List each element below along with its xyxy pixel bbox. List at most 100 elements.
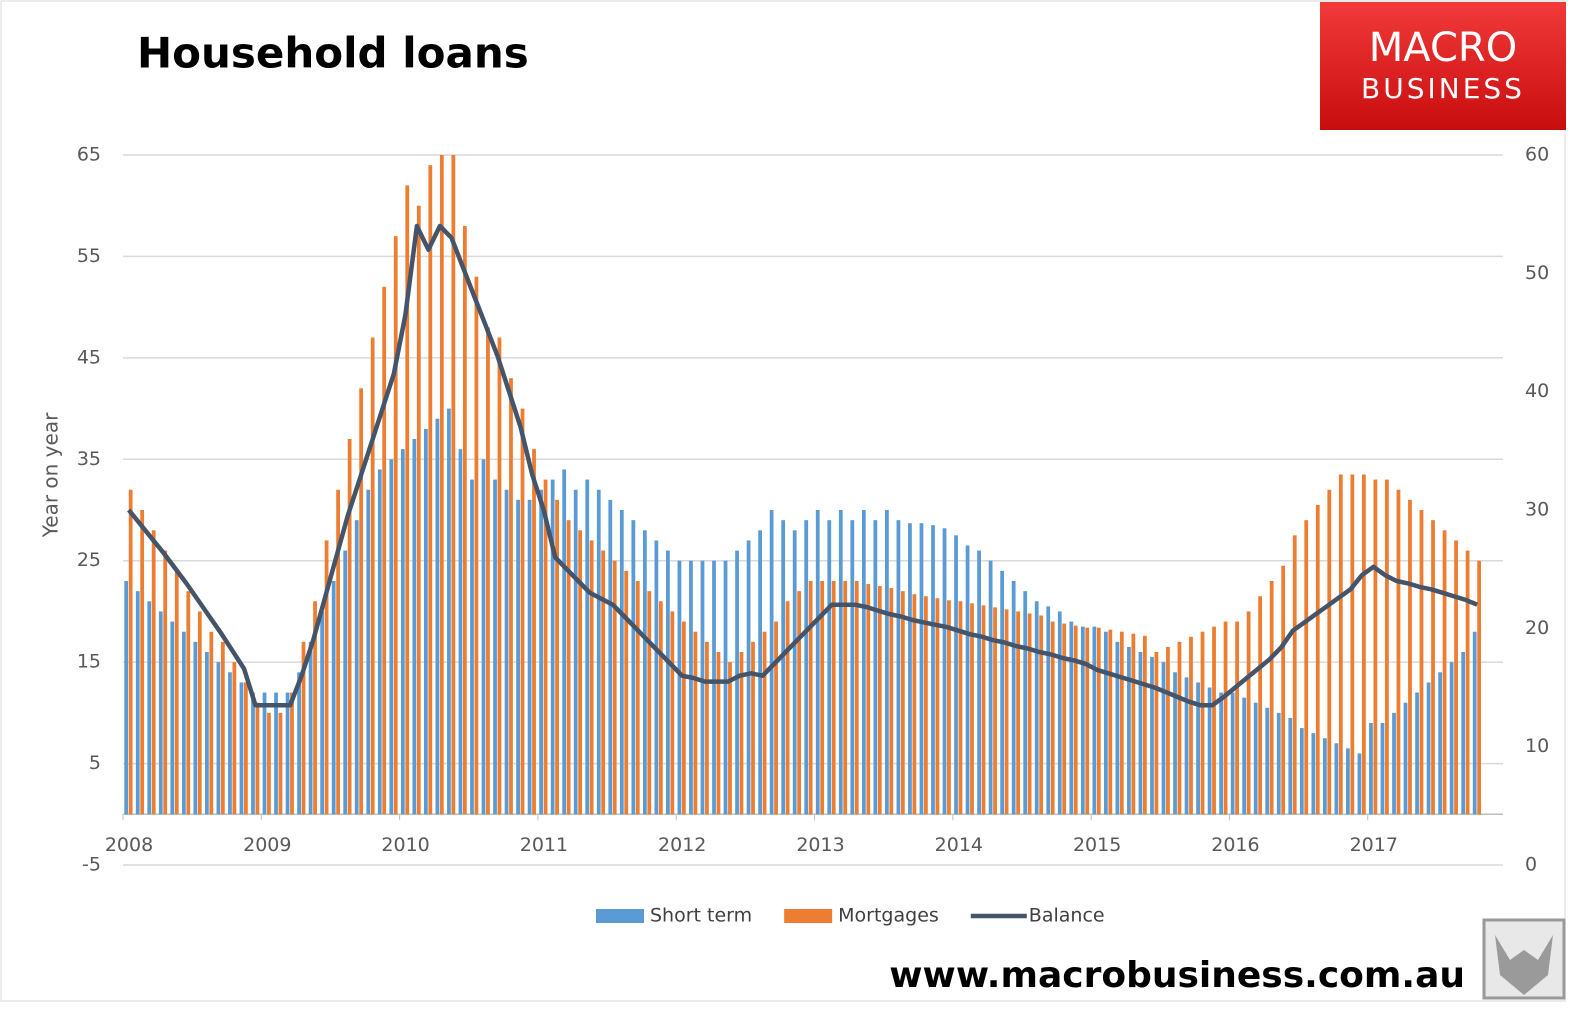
bar (128, 489, 133, 815)
bar (209, 631, 214, 815)
bar (278, 712, 283, 815)
bar (1062, 623, 1067, 815)
bar (631, 520, 636, 815)
chart-title: Household loans (137, 29, 529, 78)
bar (186, 591, 191, 815)
bar (1080, 626, 1085, 815)
bar (297, 672, 301, 815)
bar (854, 581, 859, 815)
bar (1200, 631, 1205, 815)
bar (1166, 646, 1170, 815)
bar (244, 682, 248, 815)
bar (370, 337, 375, 815)
bar (705, 641, 709, 815)
bar (1189, 636, 1193, 815)
bar (1461, 652, 1466, 815)
bar (1380, 723, 1385, 815)
bar (746, 540, 751, 815)
bar (158, 611, 163, 815)
bar (935, 598, 940, 815)
bar (320, 611, 325, 815)
bar (301, 641, 306, 815)
bar (589, 540, 594, 815)
bar (912, 594, 917, 815)
bar (1438, 672, 1442, 815)
bar (677, 560, 682, 815)
bar (850, 520, 855, 815)
bar (412, 439, 417, 815)
bar (758, 530, 762, 815)
bar (919, 523, 924, 815)
bar (1265, 707, 1270, 815)
bar (1361, 474, 1366, 815)
bar (1327, 489, 1332, 815)
bar (739, 652, 744, 815)
bar (769, 510, 774, 815)
bar (1154, 652, 1159, 815)
bar (619, 510, 624, 815)
bar (262, 692, 267, 815)
x-tick-label: 2011 (520, 834, 568, 856)
bar (1258, 596, 1263, 815)
bar (1276, 712, 1281, 815)
bar (843, 581, 848, 815)
bar (451, 155, 456, 815)
bar (1281, 565, 1286, 815)
bar (1311, 733, 1316, 815)
bar (866, 584, 871, 815)
bar (458, 449, 463, 815)
bar (1016, 611, 1020, 815)
bar (608, 499, 613, 815)
bar (1177, 641, 1182, 815)
bar (290, 692, 294, 815)
bar (1085, 627, 1090, 815)
bar (596, 489, 601, 815)
bar (723, 560, 728, 815)
bar (170, 621, 175, 815)
bar (527, 499, 532, 815)
bar (1426, 682, 1431, 815)
bar (1299, 728, 1304, 815)
bar (1235, 621, 1239, 815)
bar (573, 489, 578, 815)
bar (428, 165, 433, 815)
bar (135, 591, 140, 815)
bar (988, 560, 993, 815)
bar (1096, 627, 1101, 815)
bar (1057, 611, 1062, 815)
bar (647, 591, 652, 815)
bar (1207, 687, 1212, 815)
legend-swatch (784, 909, 833, 923)
bar (1223, 621, 1228, 815)
bar (612, 560, 617, 815)
bar (313, 601, 317, 815)
bar (1050, 621, 1055, 815)
bar (439, 155, 444, 815)
bar (601, 550, 606, 815)
bar (509, 378, 513, 815)
x-tick-label: 2015 (1073, 834, 1121, 856)
bar (389, 459, 394, 815)
logo: MACRO BUSINESS (1320, 2, 1566, 130)
bar (654, 540, 659, 815)
bar (308, 641, 313, 815)
bar (1127, 646, 1131, 815)
bar (1369, 723, 1373, 815)
bar (781, 520, 786, 815)
bar (1119, 631, 1124, 815)
bar (566, 520, 571, 815)
bar (797, 591, 802, 815)
legend-label: Short term (650, 905, 752, 927)
y-tick-label: 35 (77, 448, 101, 470)
y-tick-label: 65 (77, 144, 101, 166)
y2-tick-label: 0 (1525, 854, 1537, 876)
bar (762, 631, 767, 815)
bar (1004, 609, 1009, 815)
bar (774, 621, 778, 815)
bar (359, 388, 364, 815)
bar (1454, 540, 1458, 815)
bar (1073, 625, 1078, 815)
bar (1242, 697, 1247, 815)
bar (965, 545, 970, 815)
logo-box (1320, 2, 1566, 130)
